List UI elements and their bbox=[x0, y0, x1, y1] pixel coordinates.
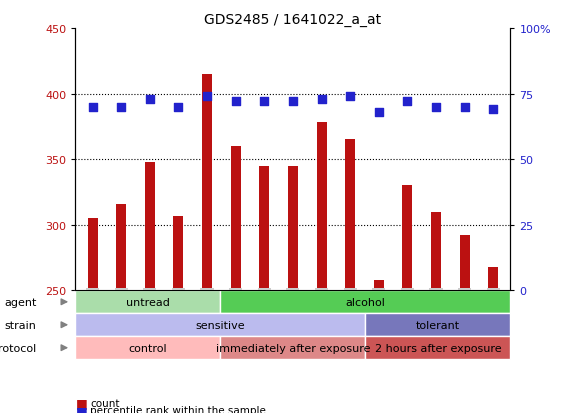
Bar bbox=[88, 218, 97, 291]
Text: GSM123003: GSM123003 bbox=[174, 291, 183, 341]
Text: count: count bbox=[90, 398, 119, 408]
Bar bbox=[288, 166, 298, 291]
Point bbox=[202, 94, 212, 100]
Bar bbox=[116, 204, 126, 291]
Bar bbox=[75, 313, 365, 337]
Point bbox=[488, 107, 498, 113]
Text: GSM123073: GSM123073 bbox=[460, 291, 469, 342]
Bar bbox=[365, 337, 510, 359]
Bar bbox=[173, 216, 183, 291]
Point bbox=[145, 96, 154, 103]
Text: immediately after exposure: immediately after exposure bbox=[216, 343, 370, 353]
Text: GSM123071: GSM123071 bbox=[403, 291, 412, 341]
Text: percentile rank within the sample: percentile rank within the sample bbox=[90, 405, 266, 413]
Text: GSM123007: GSM123007 bbox=[202, 291, 212, 341]
Text: GSM123069: GSM123069 bbox=[346, 291, 354, 341]
Text: untread: untread bbox=[126, 297, 170, 307]
Bar bbox=[374, 280, 384, 291]
Text: GSM123067: GSM123067 bbox=[288, 291, 298, 342]
Bar bbox=[220, 291, 510, 313]
Point bbox=[88, 104, 97, 111]
Text: alcohol: alcohol bbox=[346, 297, 385, 307]
Text: strain: strain bbox=[5, 320, 37, 330]
Point bbox=[231, 99, 240, 105]
Point bbox=[460, 104, 469, 111]
Text: GSM123065: GSM123065 bbox=[231, 291, 240, 341]
Bar bbox=[431, 212, 441, 291]
Bar bbox=[75, 291, 220, 313]
Text: 2 hours after exposure: 2 hours after exposure bbox=[375, 343, 501, 353]
Bar bbox=[459, 236, 470, 291]
Bar bbox=[403, 186, 412, 291]
Title: GDS2485 / 1641022_a_at: GDS2485 / 1641022_a_at bbox=[204, 12, 382, 26]
Point bbox=[260, 99, 269, 105]
Text: GSM123074: GSM123074 bbox=[489, 291, 498, 341]
Text: GSM123002: GSM123002 bbox=[146, 291, 154, 341]
Point bbox=[317, 96, 326, 103]
Text: control: control bbox=[129, 343, 167, 353]
Text: tolerant: tolerant bbox=[416, 320, 460, 330]
Point bbox=[346, 94, 355, 100]
Text: GSM123066: GSM123066 bbox=[260, 291, 269, 342]
Text: GSM123068: GSM123068 bbox=[317, 291, 326, 342]
Text: agent: agent bbox=[4, 297, 37, 307]
Text: GSM123072: GSM123072 bbox=[432, 291, 440, 341]
Text: sensitive: sensitive bbox=[195, 320, 245, 330]
Bar bbox=[75, 337, 220, 359]
Text: ■: ■ bbox=[75, 404, 87, 413]
Point bbox=[432, 104, 441, 111]
Text: GSM123070: GSM123070 bbox=[374, 291, 383, 341]
Point bbox=[174, 104, 183, 111]
Bar bbox=[345, 140, 355, 291]
Bar bbox=[220, 337, 365, 359]
Bar bbox=[145, 162, 155, 291]
Point bbox=[403, 99, 412, 105]
Text: protocol: protocol bbox=[0, 343, 37, 353]
Bar bbox=[488, 267, 498, 291]
Bar bbox=[202, 75, 212, 291]
Text: GSM122994: GSM122994 bbox=[117, 291, 126, 341]
Bar bbox=[365, 313, 510, 337]
Point bbox=[374, 109, 383, 116]
Bar bbox=[259, 166, 269, 291]
Bar bbox=[231, 147, 241, 291]
Point bbox=[288, 99, 298, 105]
Text: GSM106918: GSM106918 bbox=[88, 291, 97, 341]
Text: ■: ■ bbox=[75, 396, 87, 409]
Point bbox=[117, 104, 126, 111]
Bar bbox=[317, 123, 327, 291]
